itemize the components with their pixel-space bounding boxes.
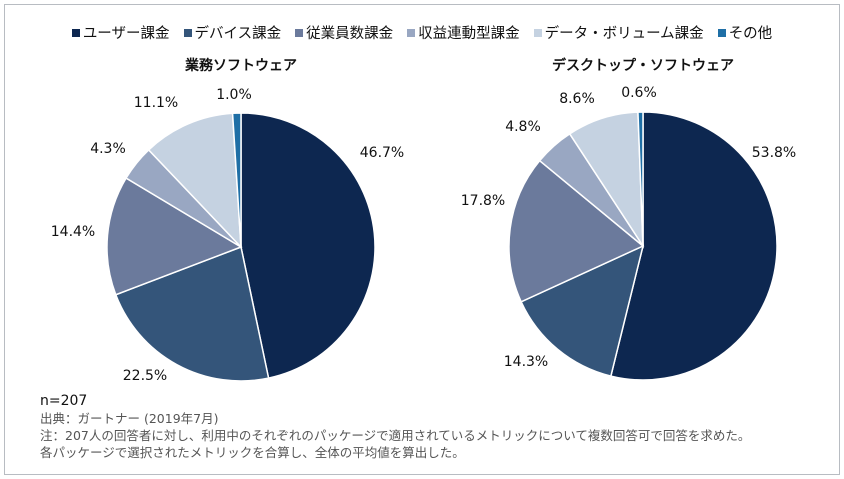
data-label-user: 46.7% (360, 145, 404, 161)
legend-label: ユーザー課金 (82, 26, 170, 42)
legend-swatch (295, 28, 304, 37)
pie-slice-employee (508, 159, 645, 303)
data-label-employee: 17.8% (461, 193, 505, 209)
legend-label: その他 (728, 26, 773, 42)
pie-title-business: 業務ソフトウェア (184, 57, 297, 74)
pie-slice-user (609, 111, 778, 381)
source-note: 出典：ガートナー (2019年7月) (40, 411, 219, 426)
legend-swatch (717, 28, 726, 37)
data-label-employee: 14.4% (51, 224, 95, 240)
legend-swatch (71, 28, 80, 37)
data-label-device: 22.5% (123, 368, 167, 384)
legend-item-user: ユーザー課金 (71, 22, 170, 43)
pie-slice-device (520, 244, 645, 377)
data-label-data-volume: 8.6% (559, 91, 595, 107)
data-label-revenue: 4.3% (90, 141, 126, 157)
legend-item-employee: 従業員数課金 (295, 22, 393, 43)
note-line-1: 注：207人の回答者に対し、利用中のそれぞれのパッケージで適用されているメトリッ… (40, 428, 751, 443)
pie-desktop: 53.8% 14.3% 17.8% 4.8% 8.6% 0.6% (461, 85, 796, 381)
legend-swatch (533, 28, 542, 37)
legend-item-revenue: 収益連動型課金 (407, 22, 520, 43)
pie-slice-data-volume (147, 112, 242, 250)
legend-item-data-volume: データ・ボリューム課金 (533, 22, 704, 43)
data-label-user: 53.8% (752, 145, 796, 161)
pie-slice-other (637, 111, 644, 247)
data-label-device: 14.3% (504, 354, 548, 370)
legend-label: データ・ボリューム課金 (544, 26, 704, 42)
legend-swatch (407, 28, 416, 37)
pie-slice-employee (106, 177, 243, 296)
legend-item-other: その他 (717, 22, 773, 43)
legend-swatch (183, 28, 192, 37)
pie-business: 46.7% 22.5% 14.4% 4.3% 11.1% 1.0% (51, 87, 404, 384)
sample-size: n=207 (40, 393, 88, 409)
data-label-other: 1.0% (216, 87, 252, 103)
legend-label: 従業員数課金 (306, 26, 394, 42)
legend: ユーザー課金 デバイス課金 従業員数課金 収益連動型課金 データ・ボリューム課金… (0, 22, 844, 43)
chart-frame (4, 4, 840, 475)
legend-label: 収益連動型課金 (418, 26, 520, 42)
pie-slice-other (231, 112, 242, 248)
pie-slice-user (240, 112, 376, 380)
legend-item-device: デバイス課金 (183, 22, 282, 43)
legend-label: デバイス課金 (194, 26, 282, 42)
pie-title-desktop: デスクトップ・ソフトウェア (552, 57, 734, 74)
note-line-2: 各パッケージで選択されたメトリックを合算し、全体の平均値を算出した。 (40, 445, 465, 460)
footer: n=207 出典：ガートナー (2019年7月) 注：207人の回答者に対し、利… (40, 392, 750, 461)
data-label-data-volume: 11.1% (134, 95, 178, 111)
data-label-other: 0.6% (621, 85, 657, 101)
data-label-revenue: 4.8% (505, 119, 541, 135)
